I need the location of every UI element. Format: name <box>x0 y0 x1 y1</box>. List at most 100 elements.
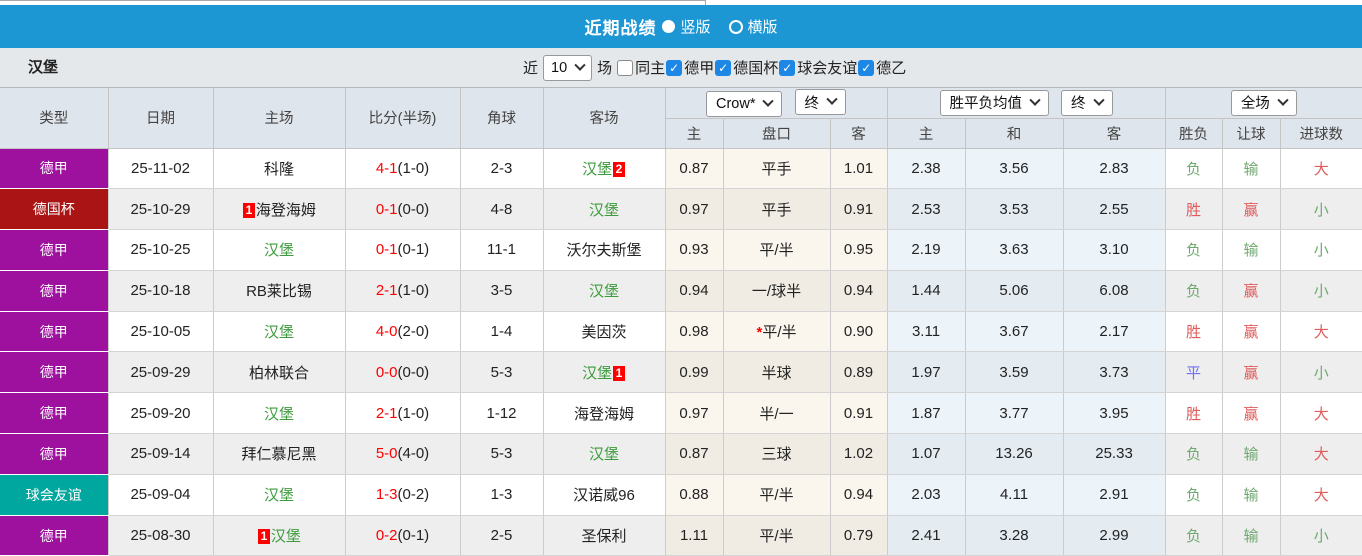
home-team-cell: 1 海登海姆 <box>213 188 346 231</box>
home-team-cell: RB莱比锡 <box>213 270 346 312</box>
same-home-checkbox[interactable] <box>617 59 634 76</box>
team-name[interactable]: 海登海姆 <box>573 405 634 423</box>
halftime-score: (0-1) <box>397 241 430 259</box>
chevron-down-icon <box>1029 94 1041 106</box>
result-wdl-cell: 负 <box>1165 433 1223 475</box>
halftime-score: (0-1) <box>397 527 430 545</box>
result-handicap-cell: 输 <box>1222 229 1281 271</box>
odds-time-select[interactable]: 终 <box>794 89 847 115</box>
fulltime-score[interactable]: 4-0 <box>375 323 398 341</box>
league-checkbox[interactable]: ✓ <box>666 59 683 76</box>
fulltime-score[interactable]: 5-0 <box>375 445 398 463</box>
result-text: 负 <box>1186 487 1202 505</box>
date-cell: 25-11-02 <box>108 148 214 190</box>
chevron-down-icon <box>1092 94 1105 106</box>
league-checkbox[interactable]: ✓ <box>858 59 875 76</box>
fulltime-score[interactable]: 0-2 <box>375 527 398 545</box>
league-checkbox-label[interactable]: 德乙 <box>876 60 907 77</box>
match-row: 德甲 25-08-30 1 汉堡 0-2(0-1) 2-5 圣保利 1.11 平/半 0.79 2.… <box>0 515 1362 556</box>
result-text: 胜 <box>1186 405 1202 423</box>
result-goals-cell: 小 <box>1280 270 1362 312</box>
handicap-line-cell: *平/半 <box>723 311 831 353</box>
corners-cell: 1-12 <box>460 392 544 435</box>
halftime-score: (4-0) <box>397 445 430 463</box>
fulltime-score[interactable]: 0-1 <box>375 200 398 218</box>
scope-value: 全场 <box>1240 96 1270 113</box>
team-name[interactable]: 汉堡 <box>588 446 619 464</box>
result-goals-cell: 大 <box>1280 433 1362 475</box>
subcol-avg-draw: 和 <box>965 118 1064 149</box>
team-name[interactable]: 汉堡 <box>582 160 613 178</box>
avg-type-select[interactable]: 胜平负均值 <box>939 89 1050 116</box>
league-checkbox-label[interactable]: 球会友谊 <box>797 60 858 77</box>
result-goals-cell: 小 <box>1280 188 1362 231</box>
match-row: 德甲 25-09-20 汉堡 2-1(1-0) 1-12 海登海姆 0.97 半/一 0.91 1… <box>0 392 1362 435</box>
result-text: 赢 <box>1243 201 1259 219</box>
team-name[interactable]: 圣保利 <box>581 528 627 546</box>
team-name[interactable]: 汉堡 <box>582 364 613 382</box>
handicap-away-odds-cell: 0.94 <box>830 270 888 312</box>
radio-label[interactable]: 竖版 <box>680 19 711 36</box>
team-name[interactable]: 汉堡 <box>588 201 619 219</box>
avg-home-cell: 2.19 <box>887 229 966 271</box>
result-wdl-cell: 负 <box>1165 515 1223 556</box>
date-cell: 25-09-14 <box>108 433 214 475</box>
fulltime-score[interactable]: 2-1 <box>375 404 398 422</box>
same-home-label[interactable]: 同主 <box>635 60 666 77</box>
team-name[interactable]: 汉堡 <box>588 283 619 301</box>
avg-time-value: 终 <box>1071 96 1086 113</box>
league-checkbox-label[interactable]: 德国杯 <box>733 60 779 77</box>
fulltime-score[interactable]: 0-0 <box>375 363 398 381</box>
team-name[interactable]: 美因茨 <box>581 324 627 342</box>
result-handicap-cell: 赢 <box>1222 311 1281 353</box>
avg-home-cell: 1.97 <box>887 351 966 394</box>
subcol-avg-home: 主 <box>887 118 966 149</box>
odds-source-select[interactable]: Crow* <box>706 90 783 117</box>
team-name[interactable]: 汉诺威96 <box>573 487 635 505</box>
fulltime-score[interactable]: 0-1 <box>375 241 398 259</box>
radio-vertical[interactable] <box>662 20 676 33</box>
result-group-header: 全场 <box>1165 88 1362 119</box>
result-text: 小 <box>1313 528 1329 546</box>
fulltime-score[interactable]: 2-1 <box>375 282 398 300</box>
team-name[interactable]: 柏林联合 <box>248 364 309 382</box>
league-checkbox[interactable]: ✓ <box>779 59 796 76</box>
away-team-cell: 汉堡 <box>543 188 666 231</box>
result-goals-cell: 小 <box>1280 515 1362 556</box>
team-name[interactable]: 汉堡 <box>263 405 294 423</box>
team-name[interactable]: 拜仁慕尼黑 <box>241 446 317 464</box>
rank-badge: 1 <box>243 202 255 218</box>
fulltime-score[interactable]: 1-3 <box>375 486 398 504</box>
avg-away-cell: 2.99 <box>1063 515 1166 556</box>
league-checkbox[interactable]: ✓ <box>715 59 732 76</box>
scope-select[interactable]: 全场 <box>1230 89 1297 116</box>
result-text: 大 <box>1313 487 1329 505</box>
result-text: 小 <box>1313 201 1329 219</box>
away-team-cell: 海登海姆 <box>543 392 666 435</box>
team-name[interactable]: 汉堡 <box>263 487 294 505</box>
team-name[interactable]: 沃尔夫斯堡 <box>566 242 642 260</box>
subcol-handicap-line: 盘口 <box>723 118 831 149</box>
radio-label[interactable]: 横版 <box>747 19 778 36</box>
league-checkbox-label[interactable]: 德甲 <box>684 60 715 77</box>
team-name[interactable]: 汉堡 <box>263 242 294 260</box>
radio-horizontal[interactable] <box>728 19 743 34</box>
avg-time-select[interactable]: 终 <box>1061 89 1113 116</box>
date-cell: 25-10-25 <box>108 229 214 271</box>
col-header-score: 比分(半场) <box>345 88 461 149</box>
result-text: 输 <box>1243 446 1259 464</box>
result-text: 大 <box>1313 324 1329 342</box>
result-wdl-cell: 胜 <box>1165 311 1223 353</box>
handicap-home-odds-cell: 1.11 <box>665 515 724 556</box>
result-text: 负 <box>1186 242 1202 260</box>
home-team-cell: 汉堡 <box>213 311 346 353</box>
result-wdl-cell: 胜 <box>1165 188 1223 231</box>
team-name[interactable]: RB莱比锡 <box>246 283 312 301</box>
match-count-select[interactable]: 10 <box>543 54 593 81</box>
team-name[interactable]: 汉堡 <box>270 528 301 546</box>
fulltime-score[interactable]: 4-1 <box>375 159 398 177</box>
team-name[interactable]: 科隆 <box>263 160 294 178</box>
team-name[interactable]: 汉堡 <box>263 324 294 342</box>
team-name[interactable]: 海登海姆 <box>255 201 316 219</box>
handicap-line-cell: 平/半 <box>723 515 831 556</box>
